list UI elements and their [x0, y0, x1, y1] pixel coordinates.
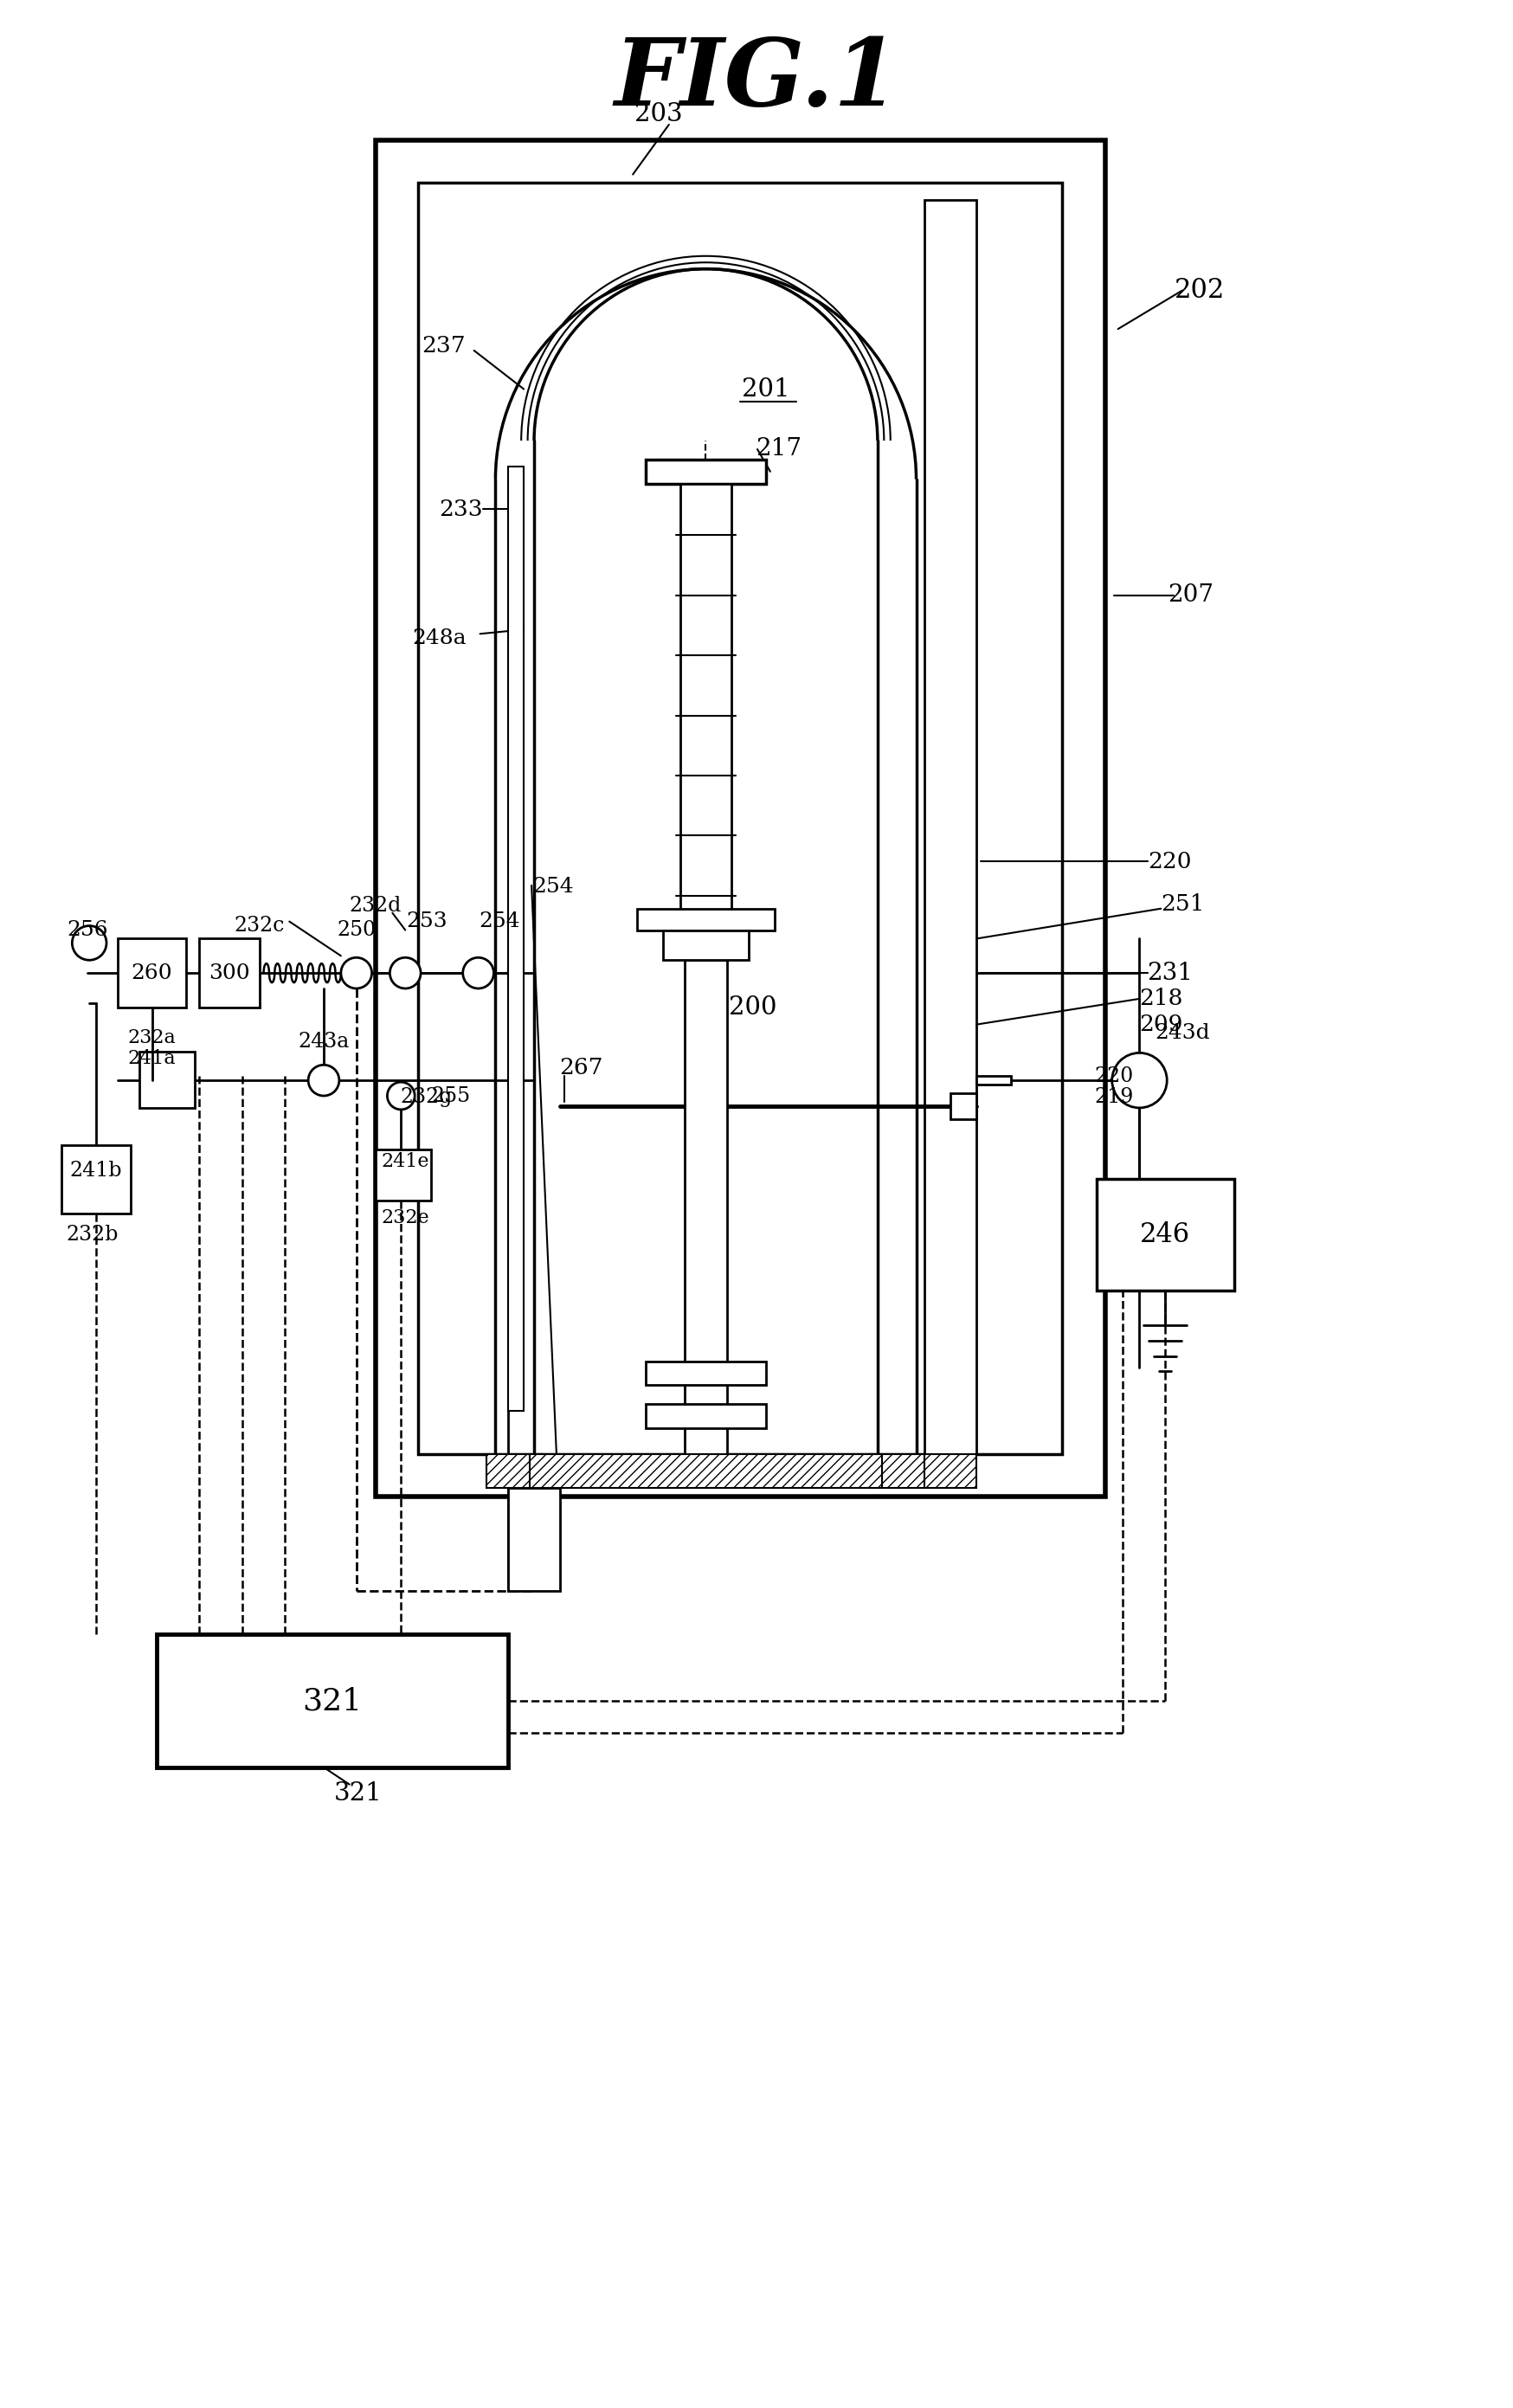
Text: 300: 300 — [209, 963, 250, 982]
Bar — [637, 908, 775, 929]
Bar — [868, 1454, 924, 1488]
Text: 201: 201 — [741, 378, 790, 402]
Text: 321: 321 — [303, 1686, 362, 1717]
Text: 232c: 232c — [235, 915, 284, 937]
Bar — [663, 929, 749, 961]
Text: 243a: 243a — [298, 1031, 350, 1052]
Text: 251: 251 — [1160, 893, 1203, 915]
Circle shape — [340, 958, 372, 987]
Bar — [646, 460, 766, 484]
Text: 220: 220 — [1147, 850, 1191, 872]
Text: 237: 237 — [422, 335, 466, 356]
Text: 254: 254 — [480, 913, 520, 932]
Circle shape — [463, 958, 493, 987]
Circle shape — [309, 1064, 339, 1096]
Text: FIG.1: FIG.1 — [614, 34, 899, 125]
Text: 321: 321 — [334, 1782, 381, 1806]
Text: 250: 250 — [336, 920, 375, 939]
Text: 209: 209 — [1138, 1014, 1182, 1035]
Bar — [530, 1454, 882, 1488]
Text: 243d: 243d — [1154, 1023, 1209, 1043]
Bar — [646, 1361, 766, 1385]
Text: 232d: 232d — [350, 896, 401, 915]
Bar — [679, 484, 731, 929]
Text: 260: 260 — [132, 963, 172, 982]
Bar — [646, 1404, 766, 1428]
Text: 220: 220 — [1094, 1067, 1133, 1086]
Bar — [139, 1052, 195, 1108]
Bar — [976, 1076, 1011, 1084]
Text: 248a: 248a — [413, 628, 466, 648]
Bar — [375, 1149, 431, 1202]
Text: 232a: 232a — [127, 1028, 176, 1047]
Bar — [487, 1454, 542, 1488]
Bar — [418, 183, 1062, 1454]
Circle shape — [390, 958, 421, 987]
Bar — [508, 1488, 560, 1592]
Bar — [62, 1144, 130, 1214]
Bar — [508, 467, 523, 1411]
Bar — [924, 200, 976, 1454]
Text: 253: 253 — [405, 913, 448, 932]
Text: 231: 231 — [1145, 961, 1192, 985]
Text: 202: 202 — [1174, 277, 1224, 303]
Circle shape — [387, 1081, 415, 1110]
Text: 203: 203 — [634, 101, 682, 128]
Bar — [118, 939, 186, 1007]
Bar — [375, 140, 1104, 1498]
Text: 232e: 232e — [381, 1209, 430, 1228]
Text: 267: 267 — [560, 1057, 602, 1079]
Bar — [156, 1635, 508, 1767]
Text: 232g: 232g — [401, 1088, 452, 1108]
Text: 219: 219 — [1094, 1088, 1133, 1108]
Text: 256: 256 — [67, 920, 107, 939]
Text: 254: 254 — [533, 877, 573, 898]
Bar — [950, 1093, 976, 1120]
Text: 233: 233 — [439, 498, 483, 520]
Text: 241b: 241b — [70, 1161, 123, 1180]
Text: 218: 218 — [1138, 987, 1182, 1009]
Text: 232b: 232b — [65, 1226, 118, 1245]
Circle shape — [73, 925, 106, 961]
Text: 217: 217 — [755, 438, 802, 460]
Text: 207: 207 — [1168, 583, 1213, 607]
Circle shape — [1112, 1052, 1167, 1108]
Text: 246: 246 — [1139, 1221, 1189, 1247]
Bar — [924, 1454, 976, 1488]
Bar — [1095, 1180, 1233, 1291]
Text: 255: 255 — [431, 1086, 471, 1105]
Text: 241a: 241a — [127, 1050, 176, 1069]
Text: 200: 200 — [729, 995, 776, 1019]
Text: 241e: 241e — [381, 1153, 430, 1170]
Bar — [684, 961, 726, 1471]
Bar — [200, 939, 259, 1007]
